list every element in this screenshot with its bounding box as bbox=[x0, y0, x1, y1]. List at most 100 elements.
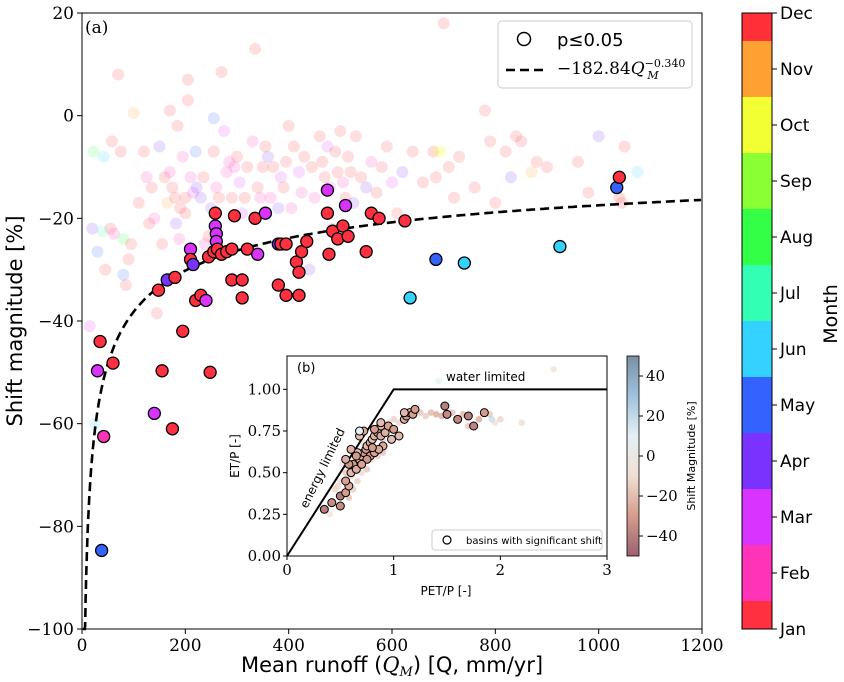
y-tick-label: 0 bbox=[63, 107, 74, 127]
month-color-block bbox=[742, 209, 772, 265]
inset-significant-point bbox=[346, 444, 356, 454]
faded-point bbox=[254, 191, 267, 204]
faded-point bbox=[321, 140, 334, 153]
inset-significant-point bbox=[389, 424, 399, 434]
faded-point bbox=[225, 191, 238, 204]
faded-point bbox=[331, 166, 344, 179]
faded-point bbox=[158, 171, 171, 184]
month-color-block bbox=[742, 545, 772, 601]
inset-x-tick-label: 0 bbox=[282, 561, 292, 579]
significant-point bbox=[168, 270, 182, 285]
month-color-block bbox=[742, 601, 772, 629]
faded-point bbox=[220, 166, 233, 179]
month-tick-label: Sep bbox=[780, 172, 812, 192]
faded-point bbox=[308, 191, 321, 204]
faded-point bbox=[97, 150, 110, 163]
faded-point bbox=[355, 171, 367, 184]
x-tick-label: 200 bbox=[169, 636, 201, 656]
significant-point bbox=[186, 257, 200, 272]
faded-point bbox=[313, 130, 326, 143]
inset-faded-point bbox=[427, 409, 435, 416]
faded-point bbox=[223, 155, 236, 168]
significant-point bbox=[341, 229, 355, 243]
y-tick-label: −80 bbox=[38, 517, 74, 537]
faded-point bbox=[112, 68, 125, 81]
faded-point bbox=[83, 320, 96, 333]
fit-curve bbox=[82, 198, 702, 631]
significant-point bbox=[199, 293, 213, 308]
significant-point bbox=[106, 356, 120, 370]
panel-label-b: (b) bbox=[297, 361, 315, 376]
faded-point bbox=[613, 191, 626, 204]
inset-y-tick-label: 0.00 bbox=[248, 547, 281, 565]
inset-x-tick-label: 3 bbox=[602, 561, 612, 579]
faded-point bbox=[233, 176, 246, 189]
significant-point bbox=[176, 324, 190, 338]
faded-point bbox=[479, 104, 491, 117]
faded-point bbox=[173, 232, 186, 245]
inset-faded-point bbox=[550, 366, 557, 373]
faded-point bbox=[282, 119, 295, 132]
faded-point bbox=[153, 140, 166, 153]
legend-marker bbox=[516, 31, 532, 47]
faded-point bbox=[437, 17, 450, 30]
significant-point bbox=[90, 364, 105, 378]
y-tick-label: −100 bbox=[27, 620, 74, 640]
faded-point bbox=[396, 166, 409, 179]
inset-faded-point bbox=[363, 466, 371, 473]
faded-point bbox=[525, 166, 538, 179]
faded-point bbox=[246, 135, 259, 148]
faded-point bbox=[88, 417, 101, 430]
month-tick-label: Feb bbox=[780, 564, 810, 584]
faded-point bbox=[375, 161, 388, 173]
significant-point bbox=[336, 219, 350, 233]
faded-point bbox=[218, 125, 231, 138]
x-tick-label: 400 bbox=[272, 636, 304, 656]
faded-point bbox=[615, 196, 628, 209]
faded-point bbox=[86, 222, 99, 235]
faded-point bbox=[104, 222, 117, 235]
inset-significant-point bbox=[341, 476, 351, 486]
y-tick-label: −60 bbox=[38, 415, 74, 435]
significant-point bbox=[429, 252, 443, 267]
faded-point bbox=[163, 166, 176, 179]
faded-point bbox=[238, 191, 251, 204]
faded-point bbox=[427, 145, 440, 158]
main-plot: 0 200 400 600 800 1000 1200 −100−80−60−40−2002… bbox=[3, 4, 724, 680]
faded-point bbox=[99, 263, 112, 276]
month-tick-label: Jul bbox=[779, 284, 801, 304]
faded-point bbox=[360, 181, 373, 194]
inset-y-tick-label: 1.00 bbox=[248, 380, 281, 398]
inset-x-ticks: 0 1 2 3 bbox=[282, 556, 612, 579]
x-tick-label: 1000 bbox=[577, 636, 620, 656]
faded-point bbox=[370, 186, 383, 199]
month-color-block bbox=[742, 153, 772, 209]
significant-points bbox=[90, 170, 626, 558]
faded-point bbox=[287, 140, 300, 153]
significant-point bbox=[612, 170, 626, 184]
faded-point bbox=[316, 155, 329, 168]
significant-point bbox=[208, 206, 222, 220]
faded-point bbox=[170, 217, 183, 230]
faded-point bbox=[342, 150, 355, 163]
faded-point bbox=[117, 268, 130, 281]
inset-y-ticks: 0.00 0.25 0.50 0.75 1.00 bbox=[248, 380, 287, 565]
faded-point bbox=[138, 145, 150, 158]
faded-point bbox=[274, 171, 287, 184]
inset-significant-point bbox=[453, 414, 463, 424]
significant-point bbox=[248, 211, 262, 225]
inset-faded-point bbox=[433, 411, 440, 418]
faded-point bbox=[298, 150, 311, 163]
inset-significant-point bbox=[410, 404, 420, 414]
faded-point bbox=[349, 130, 362, 143]
month-tick-label: Aug bbox=[780, 228, 813, 248]
x-axis-ticks: 0 200 400 600 800 1000 1200 bbox=[77, 629, 724, 656]
significant-point bbox=[251, 247, 265, 261]
inset-significant-point bbox=[463, 411, 473, 421]
inset-legend-marker bbox=[442, 535, 452, 545]
faded-point bbox=[143, 217, 156, 230]
faded-point bbox=[179, 207, 192, 220]
faded-point bbox=[194, 191, 207, 204]
faded-point bbox=[176, 150, 189, 163]
faded-point bbox=[453, 150, 466, 163]
